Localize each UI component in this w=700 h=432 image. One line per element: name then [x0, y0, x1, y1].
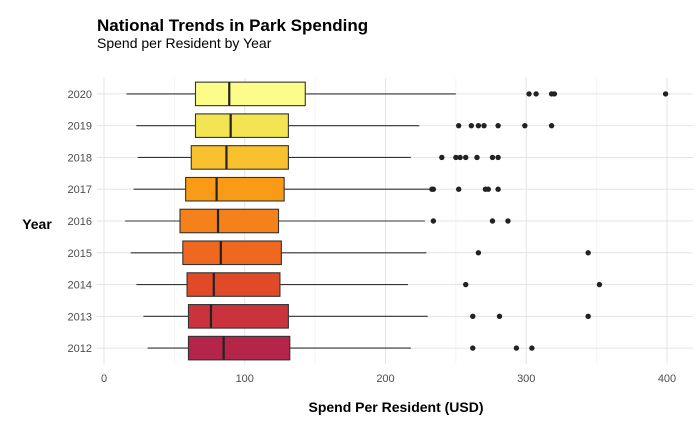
y-tick-label: 2016 — [68, 216, 92, 228]
axis-layer: Spend Per Resident (USD) Year 0 100 200 300… — [22, 89, 676, 415]
x-tick-label: 200 — [376, 373, 394, 385]
x-axis-label: Spend Per Resident (USD) — [308, 399, 483, 415]
outlier-point — [495, 122, 501, 129]
outlier-point — [496, 313, 503, 320]
outlier-point — [548, 122, 555, 129]
x-tick-label: 100 — [236, 373, 254, 385]
outlier-point — [455, 122, 462, 129]
box-2015 — [182, 240, 282, 266]
outlier-point — [585, 250, 591, 256]
outlier-point — [505, 218, 511, 224]
box-2016 — [179, 208, 280, 234]
outlier-point — [596, 281, 603, 288]
outlier-point — [495, 154, 501, 161]
outlier-point — [463, 154, 469, 161]
outlier-point — [513, 345, 520, 351]
box-2012 — [187, 335, 291, 361]
box-2019 — [194, 113, 289, 138]
outlier-point — [489, 218, 496, 224]
outlier-point — [455, 186, 462, 192]
outlier-point — [475, 122, 482, 129]
y-tick-label: 2015 — [68, 248, 92, 260]
outlier-point — [526, 91, 532, 97]
y-tick-label: 2012 — [68, 343, 92, 355]
x-tick-label: 0 — [101, 373, 107, 385]
outlier-point — [551, 91, 558, 97]
outlier-point — [489, 154, 496, 161]
outlier-point — [485, 186, 491, 192]
outlier-point — [468, 122, 475, 129]
outlier-point — [529, 345, 535, 351]
outlier-point — [662, 91, 669, 97]
outlier-point — [430, 186, 437, 192]
outlier-point — [470, 313, 476, 320]
y-tick-label: 2020 — [68, 89, 92, 101]
outlier-point — [453, 154, 459, 161]
outlier-point — [470, 345, 476, 351]
y-axis-label: Year — [22, 216, 52, 232]
box-2018 — [190, 145, 289, 170]
outlier-point — [475, 250, 482, 256]
outlier-point — [522, 122, 528, 129]
x-tick-label: 400 — [658, 373, 676, 385]
outlier-point — [463, 281, 469, 288]
box-layer — [125, 81, 669, 361]
y-tick-label: 2017 — [68, 184, 92, 196]
outlier-point — [430, 218, 437, 224]
chart-subtitle: Spend per Resident by Year — [97, 35, 272, 51]
y-tick-label: 2018 — [68, 152, 92, 164]
box-2014 — [186, 272, 281, 297]
outlier-point — [439, 154, 445, 161]
box-2020 — [194, 81, 306, 107]
box-2017 — [185, 176, 285, 202]
x-tick-label: 300 — [517, 373, 535, 385]
y-tick-label: 2013 — [68, 311, 92, 323]
y-tick-label: 2019 — [68, 121, 92, 133]
outlier-point — [457, 154, 463, 161]
outlier-point — [481, 122, 487, 129]
outlier-point — [495, 186, 501, 192]
chart-title: National Trends in Park Spending — [97, 16, 369, 35]
box-2013 — [187, 304, 289, 329]
outlier-point — [585, 313, 591, 320]
outlier-point — [474, 154, 480, 161]
outlier-point — [533, 91, 539, 97]
y-tick-label: 2014 — [68, 280, 92, 292]
